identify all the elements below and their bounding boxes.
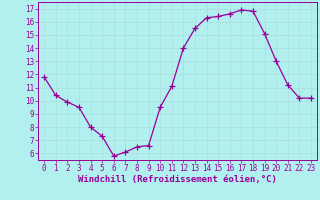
X-axis label: Windchill (Refroidissement éolien,°C): Windchill (Refroidissement éolien,°C) (78, 175, 277, 184)
